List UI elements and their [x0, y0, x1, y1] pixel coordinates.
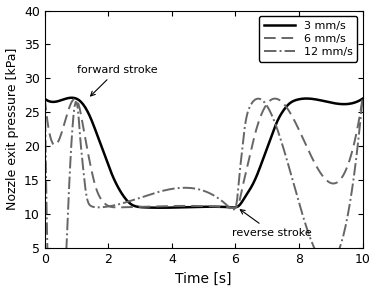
6 mm/s — [44, 107, 48, 111]
Text: reverse stroke: reverse stroke — [232, 210, 312, 238]
12 mm/s — [44, 167, 48, 171]
6 mm/s — [273, 97, 277, 100]
3 mm/s — [158, 206, 163, 210]
12 mm/s — [333, 257, 337, 260]
6 mm/s — [42, 97, 47, 100]
6 mm/s — [230, 206, 235, 209]
12 mm/s — [312, 247, 317, 251]
Line: 6 mm/s: 6 mm/s — [45, 99, 362, 207]
Text: forward stroke: forward stroke — [77, 65, 157, 96]
3 mm/s — [239, 201, 244, 205]
3 mm/s — [234, 205, 238, 209]
6 mm/s — [333, 182, 337, 185]
6 mm/s — [233, 206, 237, 209]
6 mm/s — [360, 97, 365, 100]
X-axis label: Time [s]: Time [s] — [176, 272, 232, 285]
3 mm/s — [233, 206, 237, 209]
6 mm/s — [238, 196, 243, 199]
Line: 3 mm/s: 3 mm/s — [45, 98, 362, 208]
Legend: 3 mm/s, 6 mm/s, 12 mm/s: 3 mm/s, 6 mm/s, 12 mm/s — [259, 16, 357, 62]
3 mm/s — [312, 97, 317, 101]
12 mm/s — [233, 206, 237, 210]
3 mm/s — [69, 96, 74, 100]
12 mm/s — [256, 97, 261, 100]
3 mm/s — [44, 98, 48, 101]
12 mm/s — [360, 97, 365, 100]
6 mm/s — [312, 161, 317, 165]
12 mm/s — [232, 208, 236, 211]
Y-axis label: Nozzle exit pressure [kPa]: Nozzle exit pressure [kPa] — [6, 48, 18, 210]
3 mm/s — [333, 102, 337, 105]
12 mm/s — [238, 164, 243, 168]
3 mm/s — [360, 97, 365, 100]
3 mm/s — [42, 97, 47, 100]
Line: 12 mm/s: 12 mm/s — [45, 99, 362, 291]
6 mm/s — [232, 206, 236, 209]
12 mm/s — [42, 97, 47, 100]
